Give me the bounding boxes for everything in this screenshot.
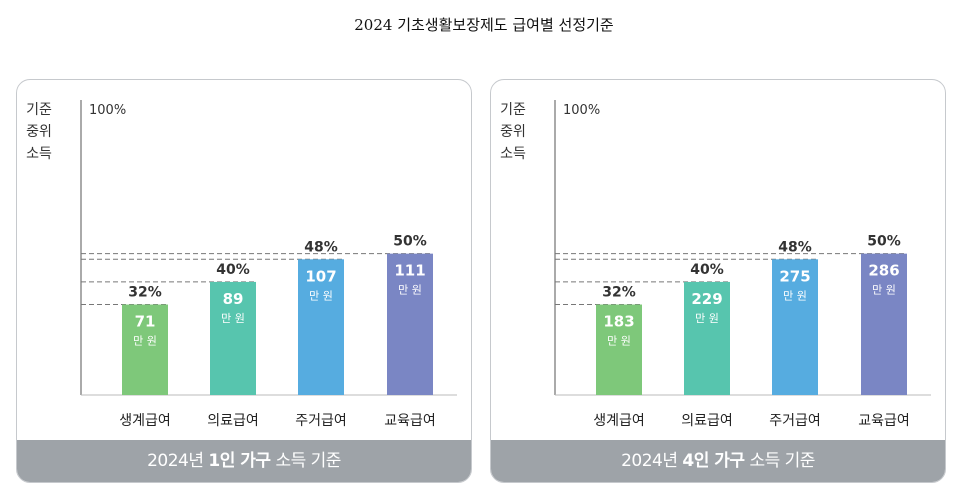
bar <box>387 253 433 395</box>
y-axis-label: 중위 <box>26 124 52 140</box>
bar <box>772 259 818 395</box>
unit-label: 만 원 <box>607 335 631 348</box>
footer-pre: 2024년 <box>147 451 209 471</box>
footer-post: 소득 기준 <box>744 451 815 471</box>
value-label: 71 <box>135 313 156 331</box>
y-axis-max-label: 100% <box>563 103 600 118</box>
category-label: 의료급여 <box>207 413 259 429</box>
category-label: 의료급여 <box>681 413 733 429</box>
percent-label: 40% <box>690 262 724 278</box>
y-axis-label: 중위 <box>500 124 526 140</box>
percent-label: 50% <box>393 234 427 250</box>
unit-label: 만 원 <box>133 335 157 348</box>
y-axis-max-label: 100% <box>89 103 126 118</box>
category-label: 주거급여 <box>295 413 347 429</box>
percent-label: 50% <box>867 234 901 250</box>
y-axis-label: 소득 <box>26 146 52 162</box>
y-axis-label: 기준 <box>26 102 52 118</box>
percent-label: 48% <box>304 239 338 255</box>
value-label: 286 <box>868 262 899 280</box>
unit-label: 만 원 <box>398 284 422 297</box>
category-label: 교육급여 <box>384 413 436 429</box>
bar <box>210 281 256 395</box>
category-label: 교육급여 <box>858 413 910 429</box>
footer-pre: 2024년 <box>621 451 683 471</box>
unit-label: 만 원 <box>309 289 333 302</box>
chart-footer-4-person: 2024년 4인 가구 소득 기준 <box>491 440 945 482</box>
bar <box>596 304 642 395</box>
category-label: 주거급여 <box>769 413 821 429</box>
unit-label: 만 원 <box>783 289 807 302</box>
unit-label: 만 원 <box>221 312 245 325</box>
y-axis-label: 소득 <box>500 146 526 162</box>
footer-bold: 1인 가구 <box>208 451 271 471</box>
value-label: 111 <box>394 262 425 280</box>
chart-footer-1-person: 2024년 1인 가구 소득 기준 <box>17 440 471 482</box>
footer-post: 소득 기준 <box>270 451 341 471</box>
category-label: 생계급여 <box>593 413 645 429</box>
bar <box>122 304 168 395</box>
value-label: 89 <box>223 290 244 308</box>
y-axis-label: 기준 <box>500 102 526 118</box>
page-title: 2024 기초생활보장제도 급여별 선정기준 <box>354 16 614 34</box>
footer-bold: 4인 가구 <box>682 451 745 471</box>
unit-label: 만 원 <box>872 284 896 297</box>
category-label: 생계급여 <box>119 413 171 429</box>
percent-label: 32% <box>128 285 162 301</box>
bar <box>684 281 730 395</box>
percent-label: 32% <box>602 285 636 301</box>
bar <box>861 253 907 395</box>
bar <box>298 259 344 395</box>
percent-label: 48% <box>778 239 812 255</box>
percent-label: 40% <box>216 262 250 278</box>
value-label: 107 <box>305 267 336 285</box>
unit-label: 만 원 <box>695 312 719 325</box>
value-label: 229 <box>691 290 722 308</box>
value-label: 183 <box>603 313 634 331</box>
value-label: 275 <box>779 267 810 285</box>
